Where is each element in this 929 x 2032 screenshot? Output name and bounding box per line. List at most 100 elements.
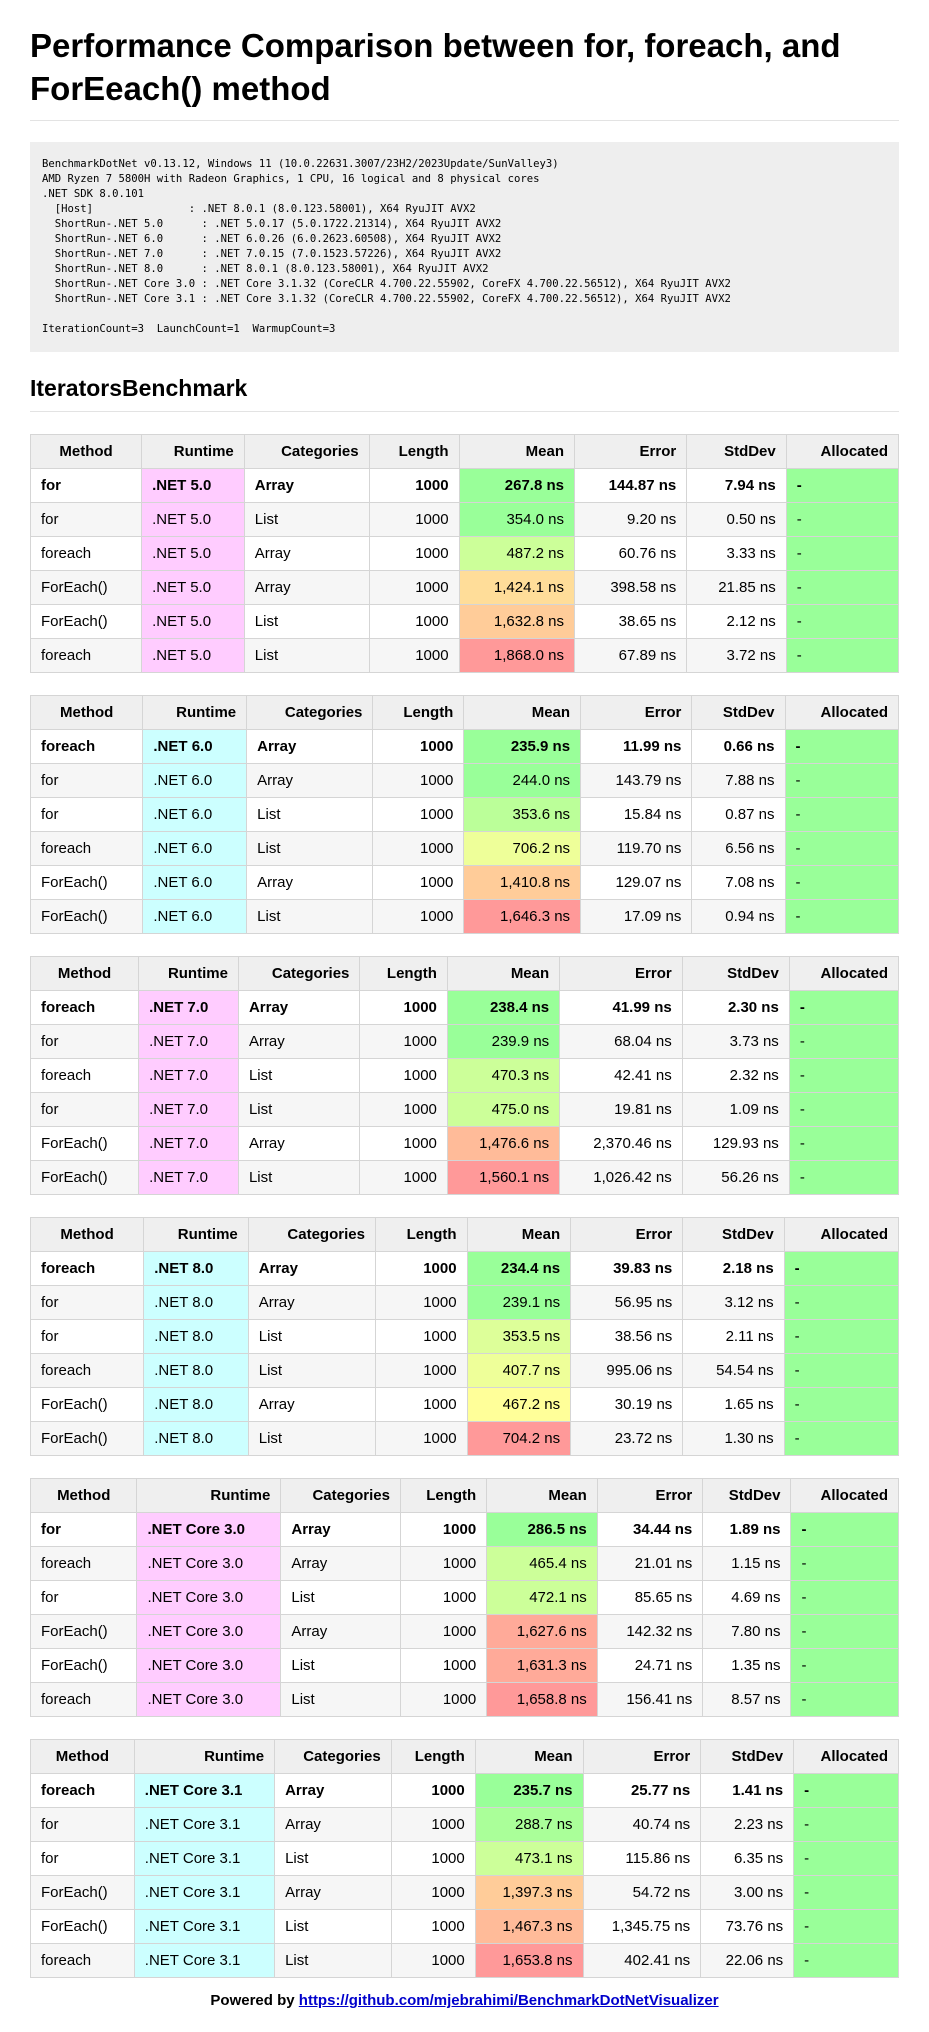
- cell-allocated: -: [783, 1251, 900, 1286]
- cell-method: foreach: [29, 1682, 138, 1717]
- column-header-allocated: Allocated: [790, 1478, 899, 1513]
- cell-mean: 1,476.6 ns: [446, 1126, 561, 1161]
- cell-categories: List: [246, 899, 374, 934]
- cell-categories: Array: [243, 570, 370, 605]
- cell-length: 1000: [374, 1319, 468, 1354]
- cell-runtime: .NET Core 3.0: [136, 1546, 282, 1581]
- cell-error: 56.95 ns: [570, 1285, 684, 1320]
- cell-runtime: .NET Core 3.1: [133, 1773, 276, 1808]
- table-row: for .NET 7.0 Array 1000 239.9 ns 68.04 ns 3.73…: [29, 1024, 900, 1059]
- cell-length: 1000: [368, 502, 460, 537]
- cell-categories: List: [274, 1841, 392, 1876]
- cell-allocated: -: [793, 1909, 899, 1944]
- cell-method: for: [29, 1319, 145, 1354]
- cell-categories: List: [243, 604, 370, 639]
- cell-mean: 244.0 ns: [463, 763, 582, 798]
- table-row: ForEach() .NET Core 3.1 Array 1000 1,397.3 n…: [30, 1875, 899, 1910]
- column-header-mean: Mean: [458, 434, 575, 469]
- cell-error: 129.07 ns: [580, 865, 693, 900]
- column-header-categories: Categories: [246, 695, 374, 730]
- cell-allocated: -: [790, 1614, 899, 1649]
- cell-categories: List: [237, 1058, 361, 1093]
- cell-length: 1000: [372, 797, 465, 832]
- cell-stddev: 0.50 ns: [686, 502, 787, 537]
- cell-error: 119.70 ns: [580, 831, 693, 866]
- column-header-runtime: Runtime: [143, 1217, 249, 1252]
- cell-length: 1000: [368, 570, 460, 605]
- cell-allocated: -: [785, 570, 900, 605]
- cell-mean: 239.1 ns: [466, 1285, 572, 1320]
- cell-mean: 467.2 ns: [466, 1387, 572, 1422]
- cell-error: 40.74 ns: [582, 1807, 702, 1842]
- column-header-stddev: StdDev: [682, 1217, 785, 1252]
- cell-length: 1000: [372, 729, 465, 764]
- cell-categories: Array: [280, 1614, 401, 1649]
- cell-error: 38.65 ns: [573, 604, 688, 639]
- cell-stddev: 4.69 ns: [702, 1580, 792, 1615]
- cell-length: 1000: [399, 1546, 488, 1581]
- cell-error: 42.41 ns: [559, 1058, 683, 1093]
- cell-method: for: [29, 1512, 138, 1547]
- table-row: foreach .NET Core 3.1 List 1000 1,653.8 ns 40…: [30, 1943, 899, 1978]
- cell-mean: 704.2 ns: [466, 1421, 572, 1456]
- table-row: foreach .NET Core 3.0 Array 1000 465.4 ns 21.…: [29, 1546, 899, 1581]
- column-header-stddev: StdDev: [681, 956, 790, 991]
- table-row: foreach .NET 6.0 List 1000 706.2 ns 119.70 ns…: [29, 831, 900, 866]
- cell-mean: 1,410.8 ns: [463, 865, 582, 900]
- cell-length: 1000: [368, 638, 460, 673]
- column-header-runtime: Runtime: [133, 1739, 276, 1774]
- cell-allocated: -: [784, 831, 900, 866]
- cell-allocated: -: [790, 1512, 899, 1547]
- cell-length: 1000: [359, 1126, 448, 1161]
- cell-method: ForEach(): [29, 899, 144, 934]
- cell-stddev: 0.87 ns: [691, 797, 786, 832]
- cell-mean: 353.5 ns: [466, 1319, 572, 1354]
- cell-categories: List: [280, 1580, 401, 1615]
- cell-mean: 353.6 ns: [463, 797, 582, 832]
- cell-allocated: -: [785, 468, 900, 503]
- footer-link[interactable]: https://github.com/mjebrahimi/BenchmarkD…: [298, 1992, 719, 2009]
- cell-mean: 1,868.0 ns: [458, 638, 575, 673]
- cell-categories: List: [274, 1943, 392, 1978]
- cell-stddev: 129.93 ns: [681, 1126, 790, 1161]
- cell-stddev: 2.30 ns: [681, 990, 790, 1025]
- cell-length: 1000: [399, 1614, 488, 1649]
- cell-allocated: -: [790, 1546, 899, 1581]
- cell-categories: Array: [280, 1546, 401, 1581]
- column-header-runtime: Runtime: [142, 695, 248, 730]
- cell-runtime: .NET 8.0: [143, 1285, 249, 1320]
- cell-stddev: 6.35 ns: [700, 1841, 795, 1876]
- column-header-stddev: StdDev: [686, 434, 787, 469]
- cell-length: 1000: [359, 1058, 448, 1093]
- cell-error: 156.41 ns: [596, 1682, 704, 1717]
- cell-length: 1000: [359, 1024, 448, 1059]
- cell-runtime: .NET Core 3.1: [133, 1841, 276, 1876]
- cell-runtime: .NET 7.0: [138, 1058, 239, 1093]
- cell-length: 1000: [390, 1875, 476, 1910]
- cell-stddev: 3.12 ns: [682, 1285, 785, 1320]
- column-header-mean: Mean: [463, 695, 582, 730]
- table-row: foreach .NET 6.0 Array 1000 235.9 ns 11.99 ns…: [29, 729, 900, 764]
- cell-allocated: -: [785, 638, 900, 673]
- cell-length: 1000: [390, 1909, 476, 1944]
- cell-mean: 1,424.1 ns: [458, 570, 575, 605]
- cell-runtime: .NET 7.0: [138, 1092, 239, 1127]
- cell-method: ForEach(): [30, 1875, 135, 1910]
- cell-error: 41.99 ns: [559, 990, 683, 1025]
- column-header-method: Method: [29, 434, 143, 469]
- cell-categories: List: [246, 797, 374, 832]
- cell-categories: List: [237, 1160, 361, 1195]
- cell-categories: Array: [237, 990, 361, 1025]
- cell-length: 1000: [399, 1648, 488, 1683]
- column-header-length: Length: [399, 1478, 488, 1513]
- table-row: for .NET Core 3.1 List 1000 473.1 ns 115.86 n…: [30, 1841, 899, 1876]
- cell-method: for: [29, 468, 143, 503]
- cell-runtime: .NET 6.0: [142, 831, 248, 866]
- cell-length: 1000: [372, 899, 465, 934]
- cell-runtime: .NET 6.0: [142, 763, 248, 798]
- cell-mean: 1,397.3 ns: [474, 1875, 584, 1910]
- cell-runtime: .NET Core 3.0: [136, 1682, 282, 1717]
- cell-method: ForEach(): [29, 1648, 138, 1683]
- cell-error: 115.86 ns: [582, 1841, 702, 1876]
- table-header-row: Method Runtime Categories Length Mean Error St…: [29, 695, 900, 730]
